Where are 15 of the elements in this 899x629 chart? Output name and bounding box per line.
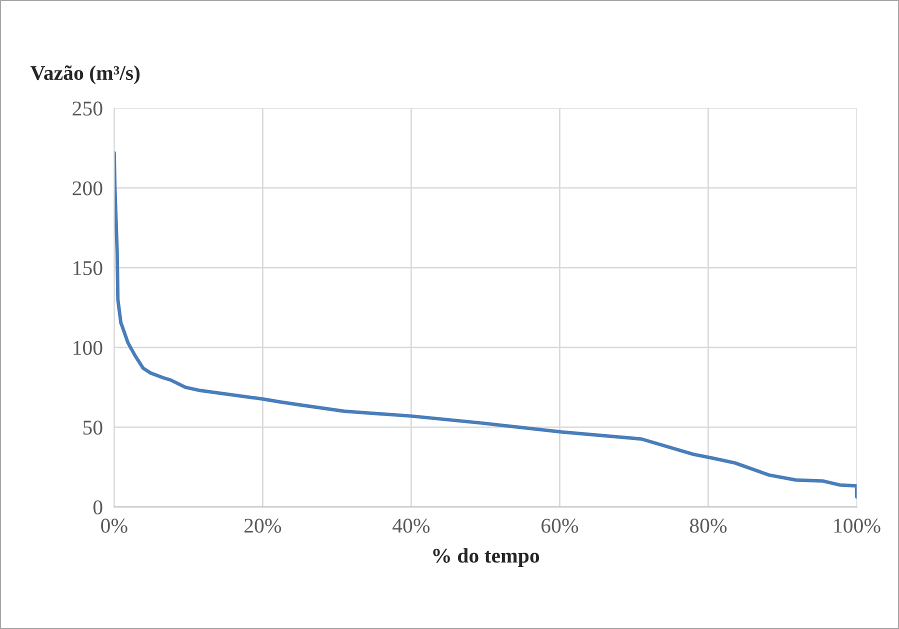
x-tick-label: 0% [101, 518, 128, 533]
x-tick-label: 20% [244, 518, 282, 533]
x-axis-title: % do tempo [433, 548, 540, 567]
y-tick-label: 200 [72, 181, 102, 196]
line-series [114, 151, 857, 499]
x-tick-label: 80% [690, 518, 727, 533]
y-tick-label: 100 [74, 340, 102, 355]
y-tick-label: 150 [74, 261, 102, 276]
y-tick-label: 0 [93, 500, 102, 514]
y-axis-title: Vazão (m³/s) [30, 65, 140, 84]
x-tick-label: 40% [392, 518, 430, 533]
y-tick-label: 50 [83, 420, 102, 435]
y-tick-label: 250 [72, 102, 102, 116]
x-tick-label: 60% [542, 518, 578, 533]
x-tick-label: 100% [834, 518, 880, 533]
